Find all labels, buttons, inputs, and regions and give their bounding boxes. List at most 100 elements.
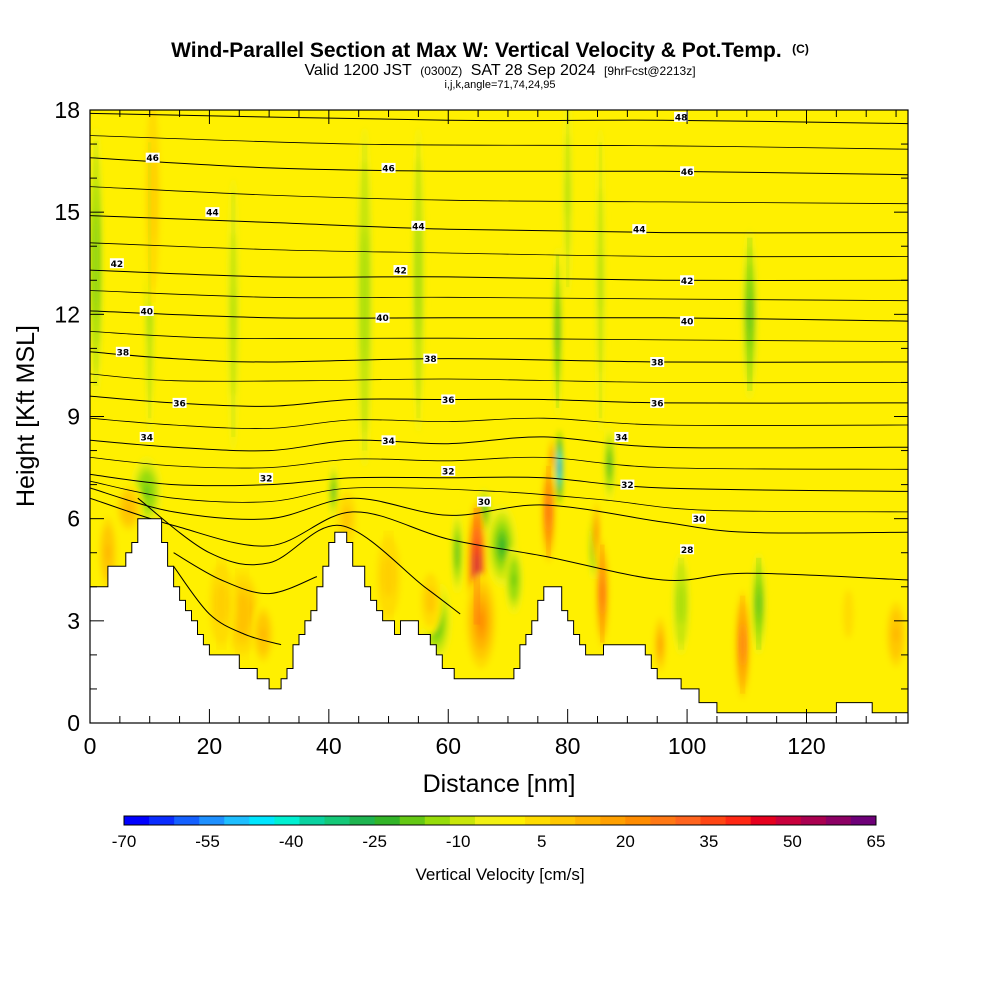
theta-label: 46: [145, 152, 160, 164]
updraft-cell: [884, 593, 908, 676]
velocity-streak: [739, 595, 746, 694]
updraft-cell-band: [658, 637, 662, 652]
theta-contour-22: [173, 566, 282, 646]
colorbar-swatch: [800, 816, 827, 825]
updraft-cell-band: [550, 453, 553, 462]
theta-label-bg: [614, 431, 629, 442]
colorbar-swatch: [424, 816, 451, 825]
updraft-cell: [652, 610, 668, 679]
downdraft-cell-band: [417, 249, 420, 311]
colorbar-swatch: [550, 816, 576, 825]
velocity-streak: [555, 254, 560, 408]
theta-label-text: 44: [206, 209, 219, 219]
colorbar-label: 5: [537, 832, 546, 851]
theta-label-bg: [477, 496, 492, 507]
colorbar-label: -40: [279, 832, 304, 851]
velocity-streak: [231, 191, 236, 437]
theta-label-text: 46: [382, 164, 395, 174]
colorbar-swatch: [299, 816, 326, 825]
theta-label-text: 28: [681, 546, 694, 556]
downdraft-cell-band: [499, 537, 505, 555]
updraft-cell-band: [238, 603, 247, 625]
velocity-streak: [677, 557, 685, 650]
theta-label: 30: [692, 513, 707, 525]
updraft-cell-band: [547, 501, 550, 523]
copyright-mark: (C): [792, 42, 809, 56]
downdraft-cell-band: [566, 174, 569, 216]
updraft-cell: [466, 573, 497, 669]
theta-label: 32: [620, 479, 635, 491]
title-text: Wind-Parallel Section at Max W: Vertical…: [171, 39, 782, 62]
updraft-cell-band: [150, 171, 155, 219]
theta-label: 44: [205, 207, 220, 219]
theta-label-text: 40: [681, 318, 694, 328]
downdraft-cell: [595, 127, 606, 434]
colorbar-label: 35: [699, 832, 718, 851]
theta-label-bg: [441, 394, 456, 405]
theta-label-text: 40: [140, 307, 153, 317]
theta-label-text: 46: [146, 154, 159, 164]
theta-label-text: 38: [117, 348, 130, 358]
theta-label: 34: [139, 431, 154, 443]
theta-label: 46: [381, 162, 396, 174]
velocity-streak: [747, 237, 753, 391]
downdraft-cell: [750, 552, 767, 655]
theta-contour-intermediate: [90, 242, 908, 258]
theta-label-text: 30: [693, 515, 706, 525]
y-axis-title: Height [Kft MSL]: [12, 325, 40, 507]
theta-label-text: 34: [382, 437, 395, 447]
theta-contour-34: [90, 436, 908, 452]
theta-label-text: 30: [478, 498, 491, 508]
theta-label-bg: [620, 479, 635, 490]
x-tick-label: 100: [668, 733, 706, 759]
theta-contour-40: [90, 310, 908, 322]
theta-label-bg: [109, 258, 124, 269]
theta-label-text: 44: [412, 222, 425, 232]
colorbar-swatch: [399, 816, 426, 825]
x-tick-label: 120: [787, 733, 825, 759]
theta-label-bg: [441, 465, 456, 476]
downdraft-cell-band: [679, 593, 683, 615]
colorbar-swatch: [675, 816, 702, 825]
theta-label-text: 36: [442, 396, 455, 406]
colorbar-swatch: [274, 816, 300, 825]
theta-contour-28: [90, 497, 908, 581]
colorbar-swatch: [825, 816, 852, 825]
colorbar-swatch: [700, 816, 727, 825]
downdraft-cell-band: [558, 460, 561, 476]
colorbar-swatch: [199, 816, 225, 825]
downdraft-cell-band: [757, 593, 761, 615]
y-tick-label: 18: [54, 97, 80, 123]
theta-label-text: 38: [651, 359, 664, 369]
downdraft-cell: [555, 430, 563, 506]
theta-label: 42: [680, 275, 695, 287]
updraft-cell-band: [427, 593, 433, 608]
theta-contour-intermediate: [90, 373, 908, 384]
downdraft-cell-band: [332, 485, 335, 497]
x-axis-title: Distance [nm]: [423, 770, 576, 798]
theta-label-text: 34: [615, 433, 628, 443]
theta-contour-intermediate: [90, 417, 908, 429]
theta-label-bg: [650, 357, 665, 368]
theta-label: 30: [477, 496, 492, 508]
theta-label: 46: [680, 166, 695, 178]
downdraft-cell: [742, 229, 758, 400]
downdraft-cell-band: [599, 249, 602, 311]
theta-label: 40: [139, 305, 154, 317]
colorbar-swatch: [474, 816, 501, 825]
theta-contour-labels: 46 46 46 48 44 44 44 42 42 42 40 40 40 38 38 38 36 36 36 34…: [109, 111, 707, 556]
colorbar-swatch: [750, 816, 777, 825]
theta-label-bg: [692, 513, 707, 524]
theta-label-bg: [381, 162, 396, 173]
colorbar-label: 65: [867, 832, 886, 851]
theta-label-bg: [139, 431, 154, 442]
theta-label-bg: [650, 397, 665, 408]
theta-label-bg: [674, 111, 689, 122]
theta-label-text: 42: [111, 260, 124, 270]
theta-label: 42: [393, 265, 408, 277]
theta-label-bg: [381, 435, 396, 446]
updraft-cell: [206, 552, 237, 655]
downdraft-cell-band: [143, 484, 150, 499]
y-tick-label: 12: [54, 301, 80, 327]
